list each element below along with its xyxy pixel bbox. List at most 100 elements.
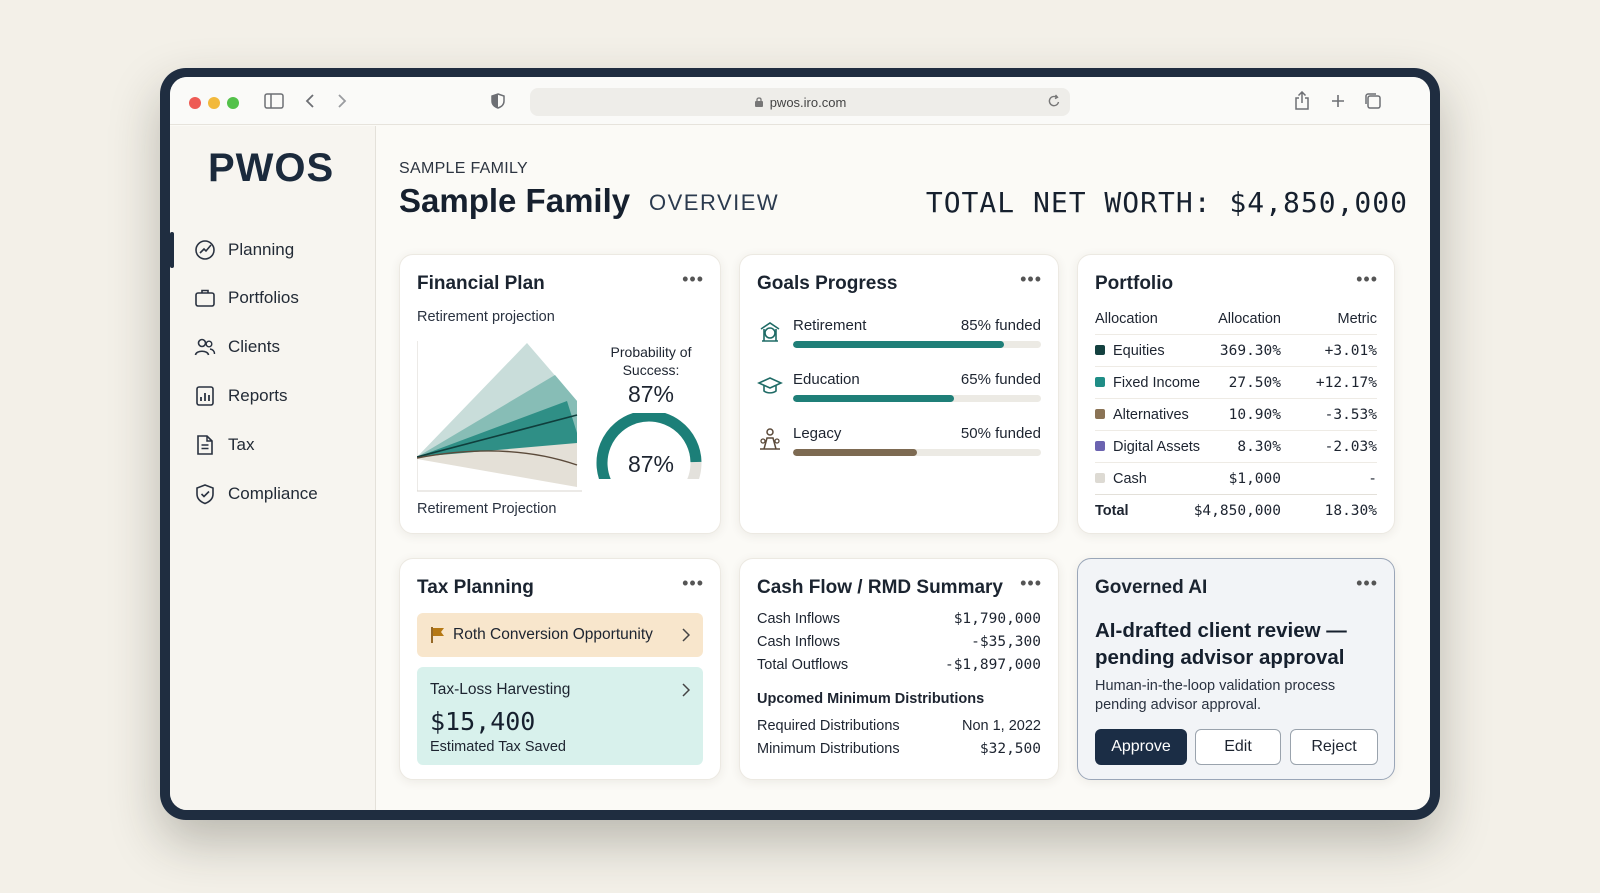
table-total-row: Total $4,850,000 18.30% bbox=[1095, 494, 1377, 526]
edit-button[interactable]: Edit bbox=[1195, 729, 1281, 765]
roth-conversion-label: Roth Conversion Opportunity bbox=[453, 626, 653, 643]
address-bar[interactable]: pwos.iro.com bbox=[530, 88, 1070, 116]
table-row[interactable]: Alternatives 10.90% -3.53% bbox=[1095, 398, 1377, 430]
more-options-icon[interactable]: ••• bbox=[682, 269, 704, 289]
tlh-caption: Estimated Tax Saved bbox=[430, 739, 566, 755]
back-icon[interactable] bbox=[300, 87, 320, 115]
card-title: Tax Planning bbox=[417, 577, 534, 598]
sidebar-item-planning[interactable]: Planning bbox=[170, 230, 376, 270]
metric-value: -3.53% bbox=[1324, 407, 1377, 423]
tlh-amount: $15,400 bbox=[430, 707, 536, 736]
chart-footer: Retirement Projection bbox=[417, 501, 557, 517]
asset-name: Fixed Income bbox=[1113, 375, 1201, 391]
goal-row-education[interactable]: Education 65% funded bbox=[757, 371, 1041, 417]
projection-band-inner bbox=[417, 401, 577, 459]
asset-name: Digital Assets bbox=[1113, 439, 1201, 455]
card-title: Governed AI bbox=[1095, 577, 1208, 598]
sidebar-toggle-icon[interactable] bbox=[262, 87, 286, 115]
sidebar-item-label: Tax bbox=[228, 435, 255, 454]
total-net-worth: TOTAL NET WORTH: $4,850,000 bbox=[925, 186, 1408, 219]
more-options-icon[interactable]: ••• bbox=[1356, 269, 1378, 289]
roth-conversion-banner[interactable]: Roth Conversion Opportunity bbox=[417, 613, 703, 657]
piggy-bank-icon bbox=[760, 322, 780, 342]
card-title: Cash Flow / RMD Summary bbox=[757, 577, 1003, 598]
browser-window: pwos.iro.com PWOS Planning Portfolios bbox=[170, 77, 1430, 810]
rmd-value: Non 1, 2022 bbox=[961, 718, 1041, 734]
asset-name: Equities bbox=[1113, 343, 1165, 359]
ai-headline: AI-drafted client review — pending advis… bbox=[1095, 619, 1347, 669]
sidebar-item-compliance[interactable]: Compliance bbox=[170, 474, 376, 514]
allocation-value: 369.30% bbox=[1219, 343, 1281, 359]
goal-value: 65% funded bbox=[960, 371, 1041, 388]
goal-label: Legacy bbox=[793, 425, 842, 442]
url-text: pwos.iro.com bbox=[769, 94, 847, 110]
sidebar-item-clients[interactable]: Clients bbox=[170, 327, 376, 367]
sidebar-item-portfolios[interactable]: Portfolios bbox=[170, 278, 376, 318]
rmd-row: Required Distributions Non 1, 2022 bbox=[757, 718, 1041, 740]
rmd-heading: Upcomed Minimum Distributions bbox=[757, 691, 985, 707]
tax-loss-harvesting-panel[interactable]: Tax-Loss Harvesting $15,400 Estimated Ta… bbox=[417, 667, 703, 765]
table-row[interactable]: Fixed Income 27.50% +12.17% bbox=[1095, 366, 1377, 398]
more-options-icon[interactable]: ••• bbox=[682, 573, 704, 593]
sidebar-item-reports[interactable]: Reports bbox=[170, 376, 376, 416]
success-gauge bbox=[596, 413, 702, 479]
column-header: Metric bbox=[1337, 311, 1377, 327]
reject-button[interactable]: Reject bbox=[1290, 729, 1378, 765]
maximize-window-button[interactable] bbox=[227, 97, 239, 109]
tlh-title: Tax-Loss Harvesting bbox=[430, 681, 571, 698]
sidebar-item-label: Reports bbox=[228, 386, 288, 405]
chevron-right-icon bbox=[682, 628, 690, 642]
cashflow-value: -$35,300 bbox=[971, 634, 1041, 650]
goals-progress-card: Goals Progress ••• Retirement 85% funded… bbox=[739, 254, 1059, 534]
tab-overview-icon[interactable] bbox=[1362, 87, 1384, 115]
column-header: Allocation bbox=[1218, 311, 1281, 327]
forward-icon[interactable] bbox=[332, 87, 352, 115]
allocation-value: 27.50% bbox=[1228, 375, 1281, 391]
allocation-value: $1,000 bbox=[1228, 471, 1281, 487]
browser-titlebar: pwos.iro.com bbox=[170, 77, 1430, 125]
metric-value: -2.03% bbox=[1324, 439, 1377, 455]
share-icon[interactable] bbox=[1292, 87, 1312, 115]
sidebar: PWOS Planning Portfolios Clients Reports… bbox=[170, 126, 376, 810]
shield-check-icon bbox=[196, 484, 214, 505]
legend-swatch bbox=[1095, 377, 1105, 388]
goal-progress-fill bbox=[793, 395, 955, 402]
cashflow-label: Cash Inflows bbox=[757, 634, 841, 650]
portfolio-card: Portfolio ••• Allocation Allocation Metr… bbox=[1077, 254, 1395, 534]
metric-value: +3.01% bbox=[1324, 343, 1377, 359]
app-logo[interactable]: PWOS bbox=[208, 146, 335, 190]
new-tab-icon[interactable] bbox=[1328, 87, 1348, 115]
legend-swatch bbox=[1095, 473, 1105, 484]
family-icon bbox=[760, 428, 780, 450]
more-options-icon[interactable]: ••• bbox=[1020, 269, 1042, 289]
goal-row-retirement[interactable]: Retirement 85% funded bbox=[757, 317, 1041, 363]
sidebar-item-label: Portfolios bbox=[228, 288, 299, 307]
financial-plan-card: Financial Plan ••• Retirement projection… bbox=[399, 254, 721, 534]
table-row[interactable]: Digital Assets 8.30% -2.03% bbox=[1095, 430, 1377, 462]
family-eyebrow: SAMPLE FAMILY bbox=[399, 160, 528, 177]
sidebar-item-label: Compliance bbox=[228, 484, 318, 503]
column-header: Allocation bbox=[1095, 311, 1158, 327]
rmd-label: Required Distributions bbox=[757, 718, 900, 734]
cashflow-label: Cash Inflows bbox=[757, 611, 841, 627]
legend-swatch bbox=[1095, 409, 1105, 420]
goal-label: Education bbox=[793, 371, 860, 388]
table-row[interactable]: Equities 369.30% +3.01% bbox=[1095, 334, 1377, 366]
planning-icon bbox=[195, 240, 215, 260]
table-row[interactable]: Cash $1,000 - bbox=[1095, 462, 1377, 494]
goal-row-legacy[interactable]: Legacy 50% funded bbox=[757, 425, 1041, 471]
card-title: Portfolio bbox=[1095, 273, 1174, 294]
minimize-window-button[interactable] bbox=[208, 97, 220, 109]
graduation-cap-icon bbox=[757, 377, 783, 394]
tax-planning-card: Tax Planning ••• Roth Conversion Opportu… bbox=[399, 558, 721, 780]
reload-icon[interactable] bbox=[1047, 93, 1061, 109]
more-options-icon[interactable]: ••• bbox=[1356, 573, 1378, 593]
more-options-icon[interactable]: ••• bbox=[1020, 573, 1042, 593]
privacy-shield-icon[interactable] bbox=[488, 87, 508, 115]
rmd-row: Minimum Distributions $32,500 bbox=[757, 741, 1041, 763]
approve-button[interactable]: Approve bbox=[1095, 729, 1187, 765]
allocation-value: 8.30% bbox=[1237, 439, 1281, 455]
sidebar-item-tax[interactable]: Tax bbox=[170, 425, 376, 465]
close-window-button[interactable] bbox=[189, 97, 201, 109]
gauge-fill bbox=[596, 413, 702, 479]
